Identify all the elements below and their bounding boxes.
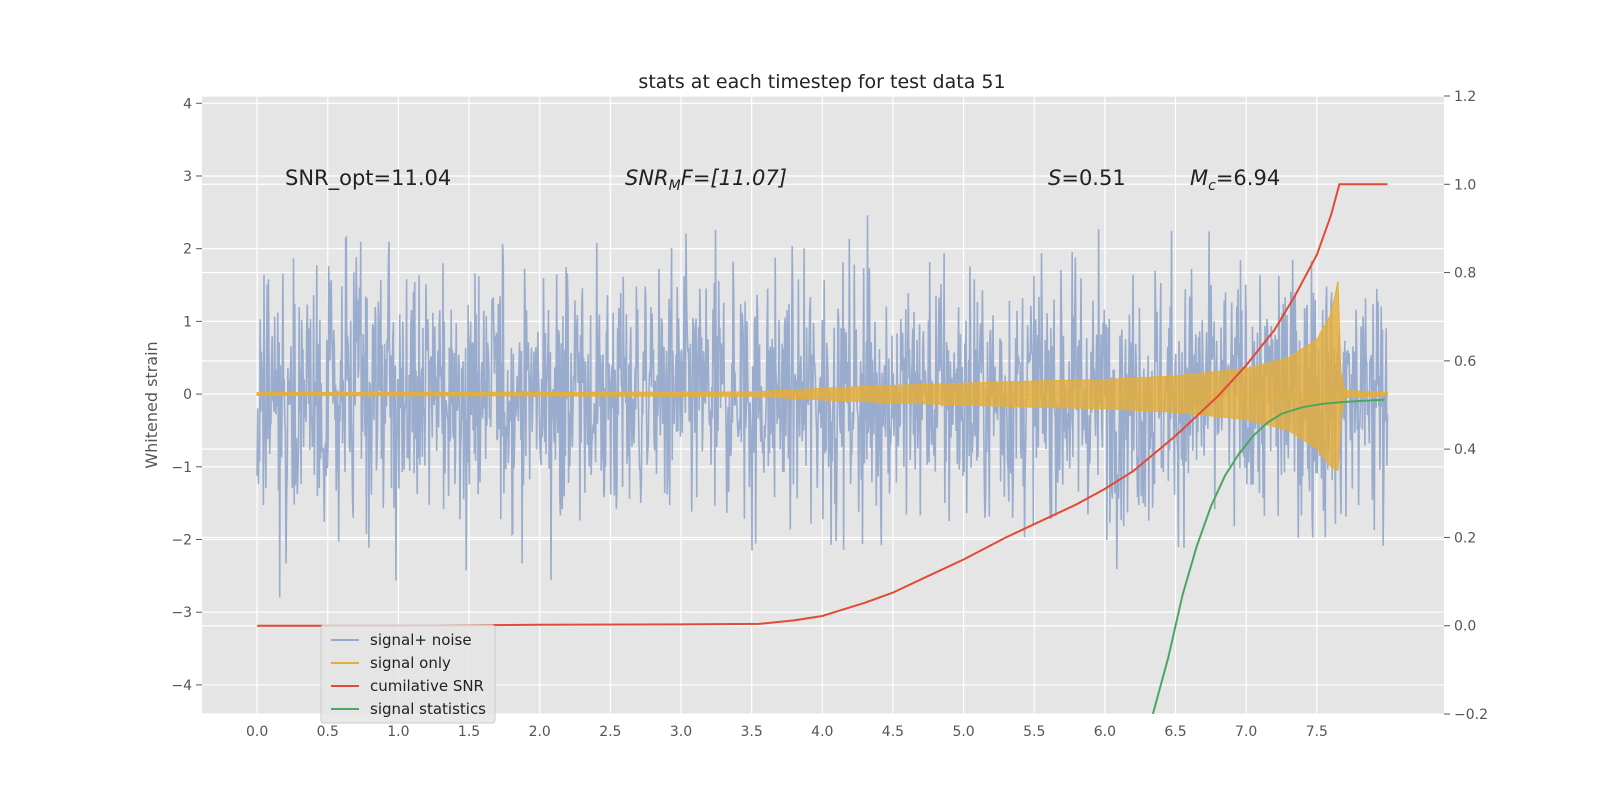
y2-tick-label: 0.4 (1454, 442, 1476, 458)
y2-tick-label: −0.2 (1454, 707, 1488, 723)
x-tick-label: 3.5 (741, 724, 763, 740)
x-tick-label: 0.5 (317, 724, 339, 740)
annotations: SNR_opt=11.04 SNRMF=[11.07] S=0.51 Mc=6.… (285, 166, 1280, 194)
s-symbol: S (1048, 166, 1061, 190)
y2-tick-label: 0.0 (1454, 619, 1476, 635)
series-signal-statistics (1151, 398, 1385, 714)
annotation-mc: Mc=6.94 (1190, 166, 1280, 194)
y2-axis-ticks: 1.2 1.0 0.8 0.6 0.4 0.2 0.0 −0.2 (1444, 89, 1488, 723)
legend-label-signal-statistics: signal statistics (370, 700, 486, 718)
annotation-snr-mf: SNRMF=[11.07] (625, 166, 787, 194)
mc-base: M (1190, 166, 1208, 190)
x-tick-label: 5.0 (952, 724, 974, 740)
cumilative-snr-line (257, 183, 1388, 627)
y2-tick-label: 0.8 (1454, 266, 1476, 282)
x-tick-label: 5.5 (1023, 724, 1045, 740)
signal-only-band (256, 281, 1388, 472)
snr-mf-sub: M (669, 178, 681, 194)
y-tick-label: 2 (183, 242, 192, 258)
legend: signal+ noise signal only cumilative SNR… (320, 624, 496, 724)
y-tick-label: 1 (183, 314, 192, 330)
y-tick-label: −2 (171, 533, 192, 549)
x-tick-label: 0.0 (246, 724, 268, 740)
x-tick-label: 6.0 (1094, 724, 1116, 740)
x-tick-label: 7.5 (1306, 724, 1328, 740)
x-tick-label: 1.5 (458, 724, 480, 740)
x-tick-label: 2.0 (529, 724, 551, 740)
x-tick-label: 2.5 (599, 724, 621, 740)
annotation-snr-opt: SNR_opt=11.04 (285, 166, 451, 191)
y-tick-label: 0 (183, 387, 192, 403)
x-tick-label: 4.5 (882, 724, 904, 740)
plot-area (256, 183, 1389, 714)
y2-tick-label: 0.6 (1454, 354, 1476, 370)
legend-label-cumilative-snr: cumilative SNR (370, 677, 484, 695)
y-axis-label: Whitened strain (142, 341, 161, 468)
y2-tick-label: 1.2 (1454, 89, 1476, 105)
snr-mf-base: SNR (625, 166, 669, 190)
x-tick-label: 7.0 (1235, 724, 1257, 740)
series-cumilative-snr (257, 183, 1388, 627)
x-tick-label: 3.0 (670, 724, 692, 740)
legend-label-signal-only: signal only (370, 654, 451, 672)
mc-value: =6.94 (1216, 166, 1280, 190)
y-tick-label: 4 (183, 96, 192, 112)
y-tick-label: −3 (171, 605, 192, 621)
x-tick-label: 6.5 (1164, 724, 1186, 740)
chart-title: stats at each timestep for test data 51 (638, 71, 1005, 93)
y-tick-label: −4 (171, 678, 192, 694)
series-signal-only (256, 281, 1388, 472)
y2-tick-label: 1.0 (1454, 177, 1476, 193)
y2-tick-label: 0.2 (1454, 530, 1476, 546)
annotation-s: S=0.51 (1048, 166, 1126, 190)
snr-mf-rest: F=[11.07] (681, 166, 787, 190)
y-tick-label: −1 (171, 460, 192, 476)
y-axis-ticks: 4 3 2 1 0 −1 −2 −3 −4 (171, 96, 202, 694)
y-tick-label: 3 (183, 169, 192, 185)
legend-label-signal-noise: signal+ noise (370, 631, 472, 649)
mc-sub: c (1208, 178, 1216, 194)
x-tick-label: 1.0 (387, 724, 409, 740)
legend-box (320, 624, 496, 724)
x-tick-label: 4.0 (811, 724, 833, 740)
s-value: =0.51 (1061, 166, 1125, 190)
signal-statistics-line (1151, 398, 1385, 714)
x-axis-ticks: 0.0 0.5 1.0 1.5 2.0 2.5 3.0 3.5 4.0 4.5 5.0 5.5 6.0 6… (246, 724, 1328, 740)
